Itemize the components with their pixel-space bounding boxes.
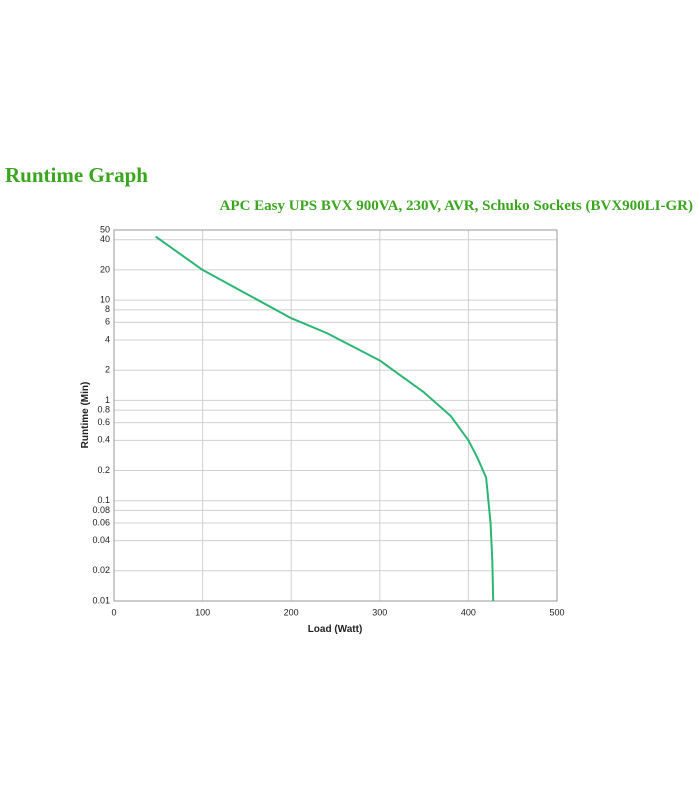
x-tick-label: 100 [195, 607, 210, 617]
chart-subtitle: APC Easy UPS BVX 900VA, 230V, AVR, Schuk… [220, 198, 693, 214]
y-tick-label: 0.6 [97, 417, 110, 427]
y-tick-label: 0.04 [92, 535, 110, 545]
y-axis-label: Runtime (Min) [80, 382, 91, 449]
x-tick-label: 0 [111, 607, 116, 617]
plot-frame [113, 229, 558, 602]
y-tick-label: 50 [100, 224, 110, 234]
y-tick-label: 0.08 [92, 505, 110, 515]
y-tick-label: 8 [105, 304, 110, 314]
y-tick-label: 0.4 [97, 435, 110, 445]
y-tick-label: 10 [100, 294, 110, 304]
y-tick-label: 2 [105, 365, 110, 375]
y-tick-label: 0.8 [97, 404, 110, 414]
y-tick-label: 0.06 [92, 517, 110, 527]
y-tick-label: 6 [105, 317, 110, 327]
y-tick-label: 0.02 [92, 565, 110, 575]
y-tick-label: 20 [100, 264, 110, 274]
x-tick-label: 300 [372, 607, 387, 617]
x-tick-label: 400 [461, 607, 476, 617]
y-tick-label: 4 [105, 334, 110, 344]
x-axis-label: Load (Watt) [308, 624, 363, 635]
y-tick-label: 0.1 [97, 495, 110, 505]
x-tick-label: 200 [284, 607, 299, 617]
y-tick-label: 0.2 [97, 465, 110, 475]
runtime-line [155, 235, 495, 602]
chart-title: Runtime Graph [5, 163, 148, 187]
y-tick-label: 40 [100, 234, 110, 244]
y-tick-label: 1 [105, 395, 110, 405]
y-tick-label: 0.01 [92, 595, 110, 605]
x-tick-label: 500 [549, 607, 564, 617]
